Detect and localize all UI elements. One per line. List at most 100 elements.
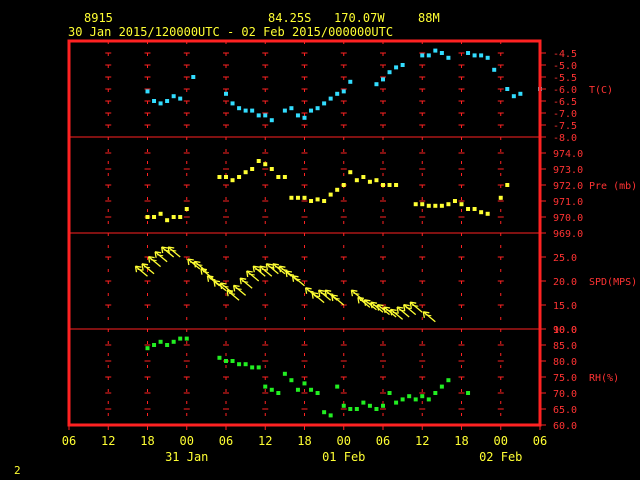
wind-arrow: [134, 265, 148, 277]
relative_humidity-point: [426, 397, 431, 402]
temperature-point: [387, 70, 392, 75]
wind-arrow: [383, 306, 397, 318]
relative_humidity-point: [322, 410, 327, 415]
temperature-point: [230, 101, 235, 106]
wind-arrow: [311, 291, 325, 304]
pressure-point: [184, 207, 189, 211]
temperature-point: [335, 91, 340, 96]
pressure-point: [152, 215, 157, 219]
grid: [69, 41, 540, 426]
relative_humidity-point: [269, 387, 274, 392]
relative_humidity-point: [184, 336, 189, 341]
relative_humidity-point: [348, 407, 353, 411]
pressure-point: [289, 195, 294, 200]
relative_humidity-point: [315, 391, 320, 395]
temperature-point: [381, 77, 385, 82]
relative_humidity-point: [354, 407, 359, 411]
x-date-label: 31 Jan: [165, 450, 208, 464]
temperature-point: [178, 96, 183, 101]
temperature-point: [394, 65, 399, 70]
wind-arrow: [161, 246, 175, 258]
y-tick-label: -4.5: [553, 49, 577, 60]
pressure-point: [433, 203, 438, 208]
y-tick-label: 90.0: [553, 325, 577, 336]
temperature-point: [511, 94, 516, 99]
y-axis-label: RH(%): [589, 373, 619, 384]
temperature-point: [433, 48, 438, 53]
pressure-point: [374, 178, 379, 183]
x-tick-label: 18: [454, 434, 468, 448]
temperature-point: [158, 101, 163, 106]
y-tick-label: 75.0: [553, 373, 577, 384]
y-tick-label: 974.0: [553, 149, 583, 160]
y-tick-label: -6.5: [553, 97, 577, 108]
pressure-point: [217, 175, 222, 179]
y-tick-label: -7.0: [553, 109, 577, 120]
relative_humidity-point: [302, 381, 307, 386]
header-latitude: 84.25S: [268, 11, 311, 25]
pressure-point: [282, 175, 287, 179]
temperature-point: [269, 118, 274, 123]
temperature-point: [374, 82, 379, 87]
relative_humidity-point: [400, 397, 405, 402]
pressure-point: [335, 187, 340, 192]
temperature-point: [479, 53, 484, 58]
temperature-point: [237, 106, 242, 111]
x-date-label: 01 Feb: [322, 450, 365, 464]
pressure-point: [256, 159, 261, 163]
relative_humidity-point: [145, 346, 150, 351]
pressure-point: [178, 215, 183, 219]
wind-arrow: [396, 306, 410, 318]
relative_humidity-point: [439, 384, 444, 389]
temperature-point: [439, 51, 444, 55]
temperature-point: [420, 53, 425, 58]
x-tick-label: 00: [337, 434, 351, 448]
y-tick-label: 10.0: [553, 325, 577, 336]
x-tick-label: 12: [415, 434, 429, 448]
relative_humidity-point: [263, 384, 268, 389]
pressure-point: [452, 199, 457, 203]
temperature-point: [426, 53, 431, 58]
pressure-point: [348, 170, 353, 175]
wind-arrow: [409, 301, 423, 313]
pressure-point: [439, 203, 444, 208]
page-number: 2: [14, 464, 21, 477]
x-tick-label: 18: [140, 434, 154, 448]
wind-arrow: [239, 277, 253, 289]
plot-frame: [67, 39, 542, 427]
pressure-point: [322, 199, 327, 203]
relative_humidity-point: [381, 403, 385, 408]
pressure-point: [302, 195, 307, 200]
x-tick-label: 12: [258, 434, 272, 448]
wind-arrow: [154, 251, 168, 263]
x-tick-label: 06: [62, 434, 76, 448]
y-axis-label: SPD(MPS): [589, 277, 637, 288]
y-tick-label: -5.5: [553, 73, 577, 84]
relative_humidity-point: [335, 384, 340, 389]
y-tick-label: 80.0: [553, 357, 577, 368]
relative_humidity-point: [171, 339, 176, 344]
relative_humidity-point: [361, 400, 366, 405]
relative_humidity-point: [295, 387, 300, 392]
pressure-point: [171, 215, 176, 219]
pressure-point: [485, 211, 490, 216]
relative_humidity-point: [309, 387, 314, 392]
wind-arrow: [226, 289, 240, 301]
pressure-point: [446, 202, 451, 207]
x-date-label: 02 Feb: [479, 450, 522, 464]
y-tick-label: 85.0: [553, 341, 577, 352]
pressure-point: [466, 207, 471, 211]
relative_humidity-point: [178, 336, 183, 341]
y-tick-label: 60.0: [553, 421, 577, 432]
wind-arrow: [252, 265, 266, 277]
temperature-point: [224, 91, 228, 96]
relative_humidity-point: [224, 359, 228, 363]
temperature-point: [282, 108, 287, 113]
temperature-point: [302, 115, 307, 120]
wind-arrow: [389, 308, 404, 320]
x-tick-label: 06: [376, 434, 390, 448]
relative_humidity-point: [446, 378, 451, 383]
pressure-point: [361, 175, 366, 179]
relative_humidity-point: [367, 403, 372, 408]
